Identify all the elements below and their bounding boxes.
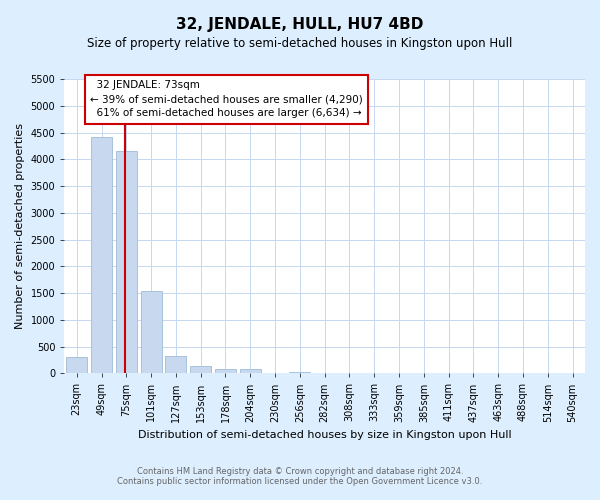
Bar — [66, 358, 87, 374]
Bar — [289, 372, 310, 374]
Bar — [190, 366, 211, 374]
Text: Contains HM Land Registry data © Crown copyright and database right 2024.: Contains HM Land Registry data © Crown c… — [137, 467, 463, 476]
Bar — [240, 370, 261, 374]
Y-axis label: Number of semi-detached properties: Number of semi-detached properties — [15, 123, 25, 329]
Bar — [140, 292, 161, 374]
Text: 32 JENDALE: 73sqm
← 39% of semi-detached houses are smaller (4,290)
  61% of sem: 32 JENDALE: 73sqm ← 39% of semi-detached… — [91, 80, 363, 118]
Text: 32, JENDALE, HULL, HU7 4BD: 32, JENDALE, HULL, HU7 4BD — [176, 18, 424, 32]
Text: Size of property relative to semi-detached houses in Kingston upon Hull: Size of property relative to semi-detach… — [88, 38, 512, 51]
Bar — [91, 137, 112, 374]
Bar — [116, 150, 137, 374]
Bar — [166, 356, 187, 374]
X-axis label: Distribution of semi-detached houses by size in Kingston upon Hull: Distribution of semi-detached houses by … — [138, 430, 511, 440]
Text: Contains public sector information licensed under the Open Government Licence v3: Contains public sector information licen… — [118, 477, 482, 486]
Bar — [215, 370, 236, 374]
